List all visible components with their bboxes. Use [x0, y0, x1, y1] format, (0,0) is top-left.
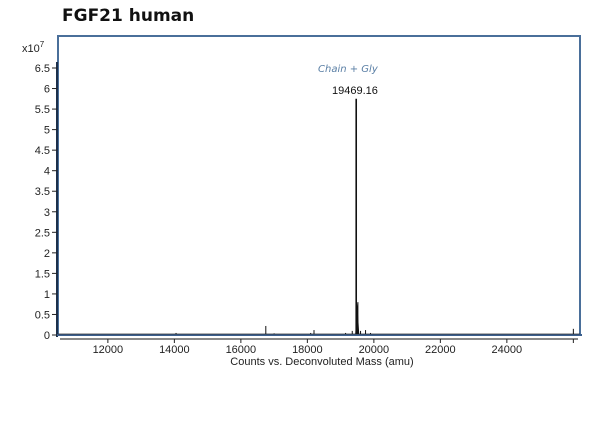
- y-tick-label: 2.5: [35, 227, 50, 239]
- y-tick-label: 0.5: [35, 309, 50, 321]
- x-tick-label: 12000: [93, 344, 124, 356]
- chart-title: FGF21 human: [62, 6, 195, 26]
- peak-mass-label: 19469.16: [332, 85, 378, 97]
- y-tick-label: 3.5: [35, 186, 50, 198]
- x-tick-label: 22000: [425, 344, 456, 356]
- y-multiplier-exponent: 7: [39, 40, 45, 49]
- y-tick-label: 5: [44, 125, 50, 137]
- y-tick-label: 6.5: [35, 63, 50, 75]
- y-tick-label: 0: [44, 330, 50, 342]
- spectrum-trace: [58, 98, 580, 335]
- x-axis: 12000 14000 16000 18000 20000 22000 24000: [57, 334, 582, 356]
- x-tick-label: 20000: [359, 344, 390, 356]
- y-multiplier-base: x10: [22, 43, 40, 55]
- y-tick-label: 3: [44, 207, 50, 219]
- y-tick-label: 4.5: [35, 145, 50, 157]
- x-tick-label: 24000: [492, 344, 523, 356]
- x-tick-label: 14000: [159, 344, 190, 356]
- y-axis-multiplier: x107: [22, 40, 44, 55]
- y-tick-label: 1: [44, 289, 50, 301]
- x-axis-label: Counts vs. Deconvoluted Mass (amu): [230, 356, 414, 368]
- y-tick-label: 4: [44, 166, 50, 178]
- y-tick-label: 6: [44, 84, 50, 96]
- y-tick-label: 1.5: [35, 268, 50, 280]
- y-tick-label: 5.5: [35, 104, 50, 116]
- y-tick-label: 2: [44, 248, 50, 260]
- x-tick-label: 18000: [292, 344, 323, 356]
- x-tick-label: 16000: [226, 344, 257, 356]
- y-axis: 0 0.5 1 1.5 2 2.5 3 3.5 4 4.5 5 5.5 6 6.5: [35, 62, 58, 342]
- peak-annotation-label: Chain + Gly: [318, 64, 378, 75]
